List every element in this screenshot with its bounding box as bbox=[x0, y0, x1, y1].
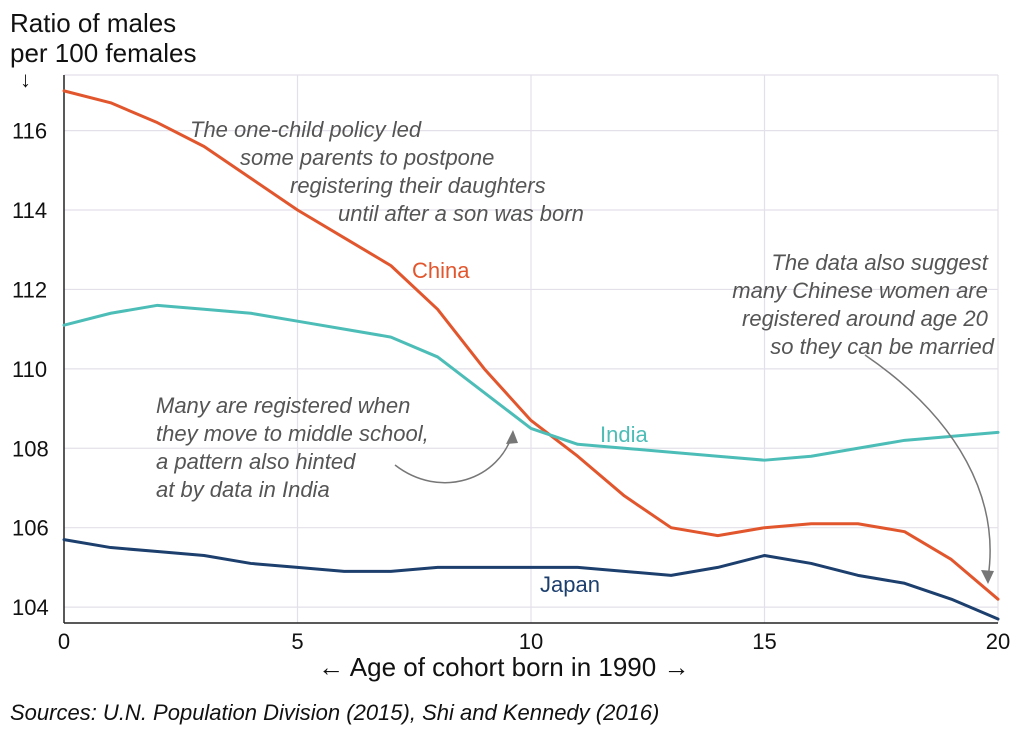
series-label-japan: Japan bbox=[540, 572, 600, 597]
x-tick-label: 10 bbox=[519, 629, 543, 654]
series-label-china: China bbox=[412, 258, 470, 283]
y-tick-label: 106 bbox=[12, 516, 49, 541]
x-axis-title: ← Age of cohort born in 1990 → bbox=[318, 652, 690, 682]
annotation-arrows bbox=[394, 354, 994, 584]
annotation-one-child-line-3: registering their daughters bbox=[290, 173, 546, 198]
annotation-one-child-line-1: The one-child policy led bbox=[190, 117, 422, 142]
series-lines bbox=[62, 89, 1000, 621]
source-note: Sources: U.N. Population Division (2015)… bbox=[10, 700, 660, 725]
annotation-age-20-line-2: many Chinese women are bbox=[732, 278, 988, 303]
x-tick-label: 0 bbox=[58, 629, 70, 654]
annotation-middle-school: Many are registered when they move to mi… bbox=[156, 393, 435, 502]
axes bbox=[63, 75, 998, 624]
middle-school-arrow bbox=[394, 431, 514, 484]
middle-school-arrowhead bbox=[506, 430, 518, 444]
series-label-india: India bbox=[600, 422, 648, 447]
y-axis-arrow: ↓ bbox=[20, 67, 31, 92]
annotation-one-child: The one-child policy led some parents to… bbox=[190, 117, 584, 226]
x-tick-label: 15 bbox=[752, 629, 776, 654]
annotation-age-20-line-3: registered around age 20 bbox=[742, 306, 989, 331]
annotation-middle-school-line-1: Many are registered when bbox=[156, 393, 410, 418]
annotation-age-20: The data also suggest many Chinese women… bbox=[732, 250, 994, 359]
y-axis-title-line-1: Ratio of males bbox=[10, 8, 177, 38]
tick-labels: 104 106 108 110 112 114 116 0 5 10 15 20 bbox=[12, 119, 1010, 654]
x-tick-label: 5 bbox=[291, 629, 303, 654]
y-tick-label: 110 bbox=[12, 357, 47, 382]
annotation-one-child-line-2: some parents to postpone bbox=[240, 145, 494, 170]
y-tick-label: 116 bbox=[12, 119, 47, 144]
annotation-middle-school-line-4: at by data in India bbox=[156, 477, 330, 502]
y-axis-title-line-2: per 100 females bbox=[10, 38, 197, 68]
y-tick-label: 108 bbox=[12, 436, 49, 461]
y-axis-title: Ratio of males per 100 females ↓ bbox=[10, 8, 196, 92]
age-20-arrowhead bbox=[981, 570, 994, 584]
x-tick-label: 20 bbox=[986, 629, 1010, 654]
annotation-middle-school-line-2: they move to middle school, bbox=[156, 421, 429, 446]
annotation-age-20-line-4: so they can be married bbox=[770, 334, 995, 359]
grid-lines bbox=[64, 74, 999, 623]
age-20-arrow bbox=[864, 354, 991, 579]
y-tick-label: 114 bbox=[12, 198, 47, 223]
y-tick-label: 104 bbox=[12, 595, 49, 620]
annotation-age-20-line-1: The data also suggest bbox=[771, 250, 988, 275]
annotation-one-child-line-4: until after a son was born bbox=[338, 201, 584, 226]
annotation-middle-school-line-3: a pattern also hinted bbox=[156, 449, 356, 474]
y-tick-label: 112 bbox=[12, 277, 47, 302]
